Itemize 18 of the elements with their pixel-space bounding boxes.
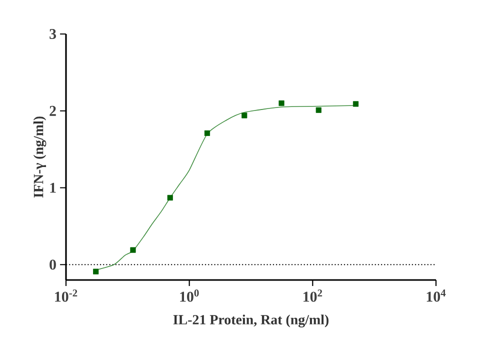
point [242,112,248,118]
y-tick-label: 1 [50,182,56,193]
x-tick-label: 10$^{0}$ [180,290,199,302]
point [352,101,359,107]
x-tick-label: 10$^{4}$ [426,290,446,302]
point [130,247,136,253]
point [167,194,173,201]
x-axis-title: IL-21 Protein, Rat (ng/ml) [173,314,328,328]
y-tick-label: 0 [50,260,56,270]
y-tick-label: 2 [50,106,56,116]
point [93,268,99,274]
point [278,100,284,106]
x-tick-label: 10$^{2}$ [304,290,322,302]
point [204,130,210,136]
y-tick-label: 3 [50,28,56,40]
x-tick-label: 10$^{-2}$ [55,290,78,302]
point [316,107,322,113]
y-axis-title: IFN-γ (ng/ml) [33,116,46,198]
